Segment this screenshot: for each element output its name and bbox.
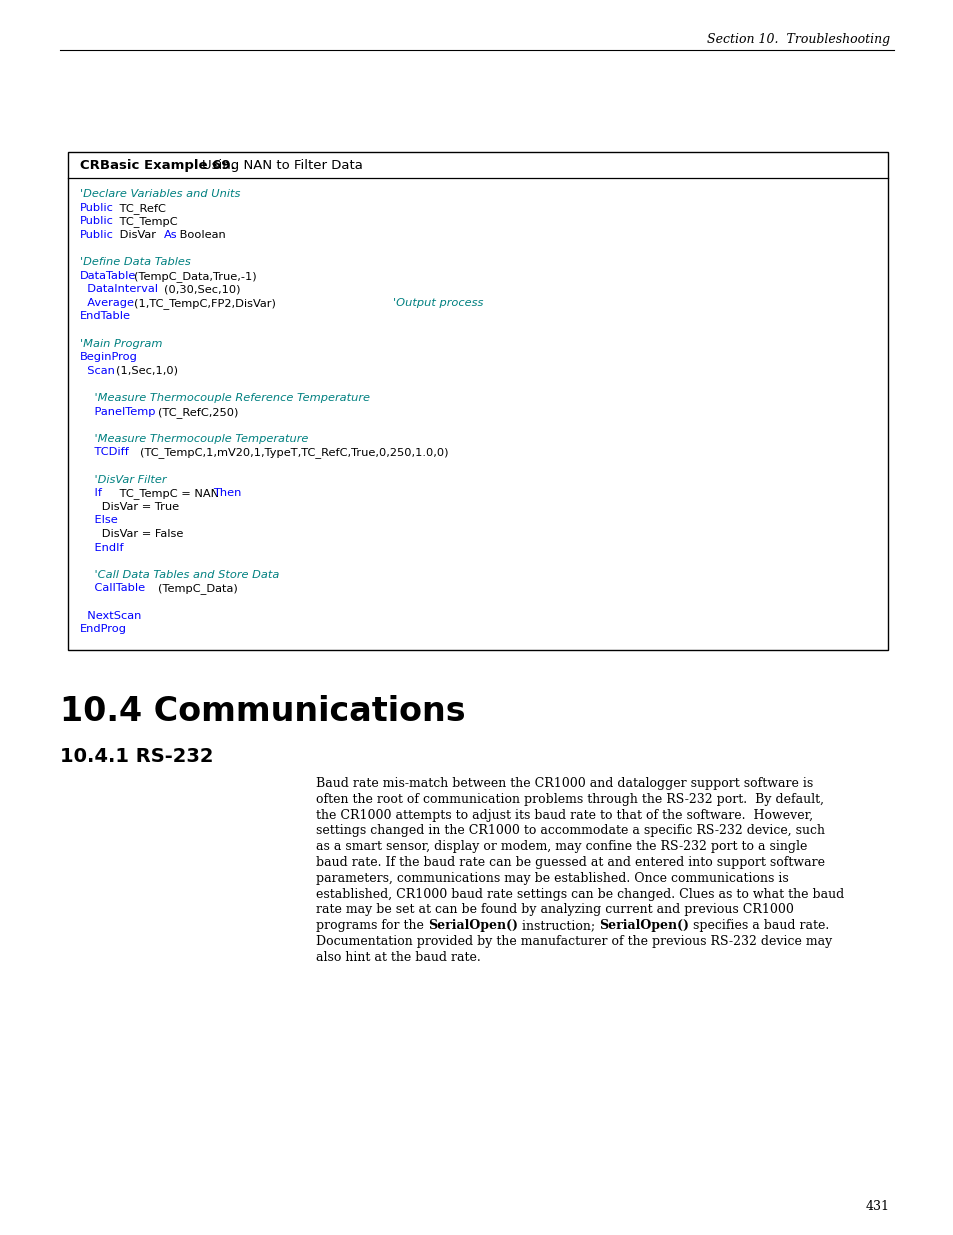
Text: DisVar: DisVar — [116, 230, 159, 240]
Text: (1,Sec,1,0): (1,Sec,1,0) — [116, 366, 178, 375]
Text: Average: Average — [80, 298, 133, 308]
Text: Using NAN to Filter Data: Using NAN to Filter Data — [202, 158, 362, 172]
Text: (TC_RefC,250): (TC_RefC,250) — [158, 406, 238, 417]
Text: also hint at the baud rate.: also hint at the baud rate. — [315, 951, 480, 963]
Text: SerialOpen(): SerialOpen() — [428, 919, 517, 932]
Text: (0,30,Sec,10): (0,30,Sec,10) — [164, 284, 240, 294]
Text: If: If — [80, 488, 102, 498]
Text: TC_TempC = NAN: TC_TempC = NAN — [116, 488, 223, 499]
Text: TC_RefC: TC_RefC — [116, 203, 166, 214]
Text: programs for the: programs for the — [315, 919, 428, 932]
Text: 10.4.1 RS-232: 10.4.1 RS-232 — [60, 747, 213, 766]
Text: CallTable: CallTable — [80, 583, 145, 593]
Text: 'Declare Variables and Units: 'Declare Variables and Units — [80, 189, 240, 199]
Text: 'Measure Thermocouple Reference Temperature: 'Measure Thermocouple Reference Temperat… — [80, 393, 370, 403]
Text: instruction;: instruction; — [517, 919, 598, 932]
Text: (TempC_Data): (TempC_Data) — [158, 583, 238, 594]
Text: EndIf: EndIf — [80, 542, 124, 552]
Text: PanelTemp: PanelTemp — [80, 406, 155, 416]
Text: the CR1000 attempts to adjust its baud rate to that of the software.  However,: the CR1000 attempts to adjust its baud r… — [315, 809, 812, 821]
Text: 'Main Program: 'Main Program — [80, 338, 162, 348]
Text: (TC_TempC,1,mV20,1,TypeT,TC_RefC,True,0,250,1.0,0): (TC_TempC,1,mV20,1,TypeT,TC_RefC,True,0,… — [140, 447, 448, 458]
Text: NextScan: NextScan — [80, 610, 141, 621]
Text: (1,TC_TempC,FP2,DisVar): (1,TC_TempC,FP2,DisVar) — [134, 298, 275, 309]
Text: as a smart sensor, display or modem, may confine the RS-232 port to a single: as a smart sensor, display or modem, may… — [315, 840, 806, 853]
Text: Then: Then — [213, 488, 241, 498]
Text: TCDiff: TCDiff — [80, 447, 129, 457]
Text: 'DisVar Filter: 'DisVar Filter — [80, 474, 167, 484]
Text: 10.4 Communications: 10.4 Communications — [60, 695, 465, 727]
Text: Scan: Scan — [80, 366, 114, 375]
Text: 431: 431 — [865, 1200, 889, 1213]
Text: often the root of communication problems through the RS-232 port.  By default,: often the root of communication problems… — [315, 793, 823, 805]
Text: 'Output process: 'Output process — [393, 298, 483, 308]
Text: Baud rate mis-match between the CR1000 and datalogger support software is: Baud rate mis-match between the CR1000 a… — [315, 777, 812, 790]
Text: 'Call Data Tables and Store Data: 'Call Data Tables and Store Data — [80, 569, 279, 579]
Bar — [68, 152, 887, 650]
Text: Boolean: Boolean — [176, 230, 226, 240]
Text: Section 10.  Troubleshooting: Section 10. Troubleshooting — [706, 33, 889, 46]
Text: DisVar = False: DisVar = False — [80, 529, 183, 538]
Text: As: As — [164, 230, 178, 240]
Text: Public: Public — [80, 203, 113, 212]
Text: Public: Public — [80, 230, 113, 240]
Text: established, CR1000 baud rate settings can be changed. Clues as to what the baud: established, CR1000 baud rate settings c… — [315, 888, 843, 900]
Text: 'Measure Thermocouple Temperature: 'Measure Thermocouple Temperature — [80, 433, 308, 443]
Text: settings changed in the CR1000 to accommodate a specific RS-232 device, such: settings changed in the CR1000 to accomm… — [315, 825, 824, 837]
Text: (TempC_Data,True,-1): (TempC_Data,True,-1) — [134, 270, 256, 282]
Text: baud rate. If the baud rate can be guessed at and entered into support software: baud rate. If the baud rate can be guess… — [315, 856, 824, 869]
Text: BeginProg: BeginProg — [80, 352, 138, 362]
Text: SerialOpen(): SerialOpen() — [598, 919, 688, 932]
Text: specifies a baud rate.: specifies a baud rate. — [688, 919, 828, 932]
Text: EndProg: EndProg — [80, 624, 127, 635]
Text: EndTable: EndTable — [80, 311, 131, 321]
Text: Public: Public — [80, 216, 113, 226]
Text: TC_TempC: TC_TempC — [116, 216, 177, 227]
Text: DataInterval: DataInterval — [80, 284, 158, 294]
Text: DataTable: DataTable — [80, 270, 136, 280]
Text: CRBasic Example 69.: CRBasic Example 69. — [80, 158, 235, 172]
Text: rate may be set at can be found by analyzing current and previous CR1000: rate may be set at can be found by analy… — [315, 903, 793, 916]
Text: DisVar = True: DisVar = True — [80, 501, 179, 511]
Text: Else: Else — [80, 515, 117, 525]
Text: parameters, communications may be established. Once communications is: parameters, communications may be establ… — [315, 872, 788, 884]
Text: Documentation provided by the manufacturer of the previous RS-232 device may: Documentation provided by the manufactur… — [315, 935, 831, 948]
Text: 'Define Data Tables: 'Define Data Tables — [80, 257, 191, 267]
